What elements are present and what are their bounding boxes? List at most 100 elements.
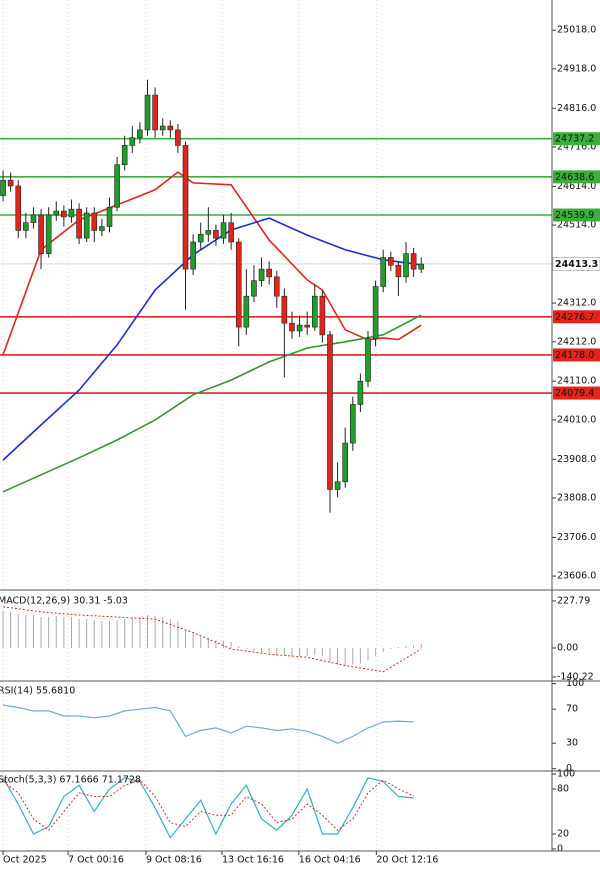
candle-body <box>388 257 394 266</box>
candle-body <box>53 210 60 216</box>
moving-average <box>2 171 422 356</box>
candle-body <box>281 295 288 324</box>
x-tick-label: 20 Oct 12:16 <box>376 855 438 866</box>
candle-body <box>213 230 219 239</box>
y-tick-label: 100 <box>566 678 584 689</box>
candle-body <box>129 137 136 146</box>
x-tick-label: Oct 2025 <box>3 855 47 866</box>
moving-average <box>2 314 422 493</box>
candle-body <box>137 129 143 138</box>
candle-body <box>114 164 120 208</box>
candle-body <box>235 241 242 328</box>
y-tick-label: 23808.0 <box>557 492 596 503</box>
candle-body <box>357 380 364 405</box>
candle-body <box>197 233 204 243</box>
y-tick-label: 23908.0 <box>557 454 596 465</box>
candle-body <box>228 222 234 243</box>
y-tick-label: 24110.0 <box>557 376 596 387</box>
y-tick-label: -140.22 <box>557 671 594 682</box>
candle-body <box>68 208 75 218</box>
level-label-box <box>553 208 600 222</box>
y-tick-label: 0 <box>566 763 572 774</box>
candle-body <box>395 264 402 278</box>
candle-body <box>152 94 158 131</box>
macd-title: MACD(12,26,9) 30.31 -5.03 <box>0 596 128 607</box>
y-tick-label: 0 <box>557 843 563 854</box>
candle-body <box>403 253 409 278</box>
y-tick-label: 80 <box>557 784 569 795</box>
y-tick-label: 70 <box>566 704 578 715</box>
level-label-box <box>553 348 600 362</box>
candle-body <box>121 145 128 166</box>
candle-body <box>251 280 257 297</box>
candle-body <box>273 276 280 297</box>
candle-body <box>76 208 82 239</box>
candle-body <box>167 125 174 131</box>
y-tick-label: 24614.0 <box>557 181 596 192</box>
candle-body <box>289 322 295 332</box>
level-label-box <box>553 132 600 146</box>
candle-body <box>418 263 425 270</box>
level-label-box <box>553 170 600 184</box>
candle-body <box>296 324 303 332</box>
y-tick-label: 24716.0 <box>557 141 596 152</box>
x-tick-label: 9 Oct 08:16 <box>146 855 202 866</box>
candle-body <box>99 226 105 231</box>
candle-body <box>83 212 90 239</box>
candle-body <box>23 222 29 231</box>
candle-body <box>258 268 265 281</box>
y-tick-label: 24514.0 <box>557 220 596 231</box>
stoch-d <box>2 779 414 831</box>
candle-body <box>365 338 371 382</box>
candle-body <box>410 253 417 270</box>
level-label: 24178.0 <box>555 350 594 361</box>
last-price-box <box>552 257 600 271</box>
candle-body <box>175 129 181 146</box>
y-tick-label: 0.00 <box>557 642 578 653</box>
candle-body <box>243 295 250 328</box>
y-tick-label: 24312.0 <box>557 298 596 309</box>
y-tick-label: 24212.0 <box>557 336 596 347</box>
candle-body <box>205 230 212 235</box>
candle-body <box>220 222 227 239</box>
candle-body <box>342 442 348 483</box>
stoch-k <box>2 777 414 839</box>
candle-body <box>106 206 113 227</box>
candle-body <box>311 295 318 328</box>
level-label: 24539.9 <box>555 210 594 221</box>
level-label: 24276.7 <box>555 312 594 323</box>
candle-body <box>61 210 67 218</box>
candle-body <box>334 481 341 490</box>
level-label: 24079.4 <box>555 388 594 399</box>
y-tick-label: 30 <box>566 738 578 749</box>
y-tick-label: 25018.0 <box>557 25 596 36</box>
level-label-box <box>553 386 600 400</box>
plot-area <box>0 79 425 839</box>
candle-body <box>0 179 6 196</box>
y-tick-label: 23606.0 <box>557 571 596 582</box>
rsi-title: RSI(14) 55.6810 <box>0 686 75 697</box>
level-label-box <box>553 310 600 324</box>
level-label: 24737.2 <box>555 134 594 145</box>
y-tick-label: 23706.0 <box>557 532 596 543</box>
y-tick-label: 20 <box>557 828 569 839</box>
x-tick-label: 16 Oct 04:16 <box>299 855 361 866</box>
candle-body <box>304 324 310 328</box>
x-tick-label: 7 Oct 00:16 <box>68 855 124 866</box>
x-tick-label: 13 Oct 16:16 <box>222 855 284 866</box>
candle-body <box>182 145 189 270</box>
moving-average <box>2 217 422 461</box>
candle-body <box>266 268 272 278</box>
candle-body <box>380 257 387 287</box>
y-tick-label: 24918.0 <box>557 63 596 74</box>
candle-body <box>327 334 333 490</box>
candle-body <box>144 94 151 131</box>
level-label: 24638.6 <box>555 172 594 183</box>
candle-body <box>159 125 166 131</box>
candle-body <box>190 241 196 270</box>
candle-body <box>45 214 52 254</box>
macd-signal <box>2 606 422 673</box>
stoch-title: Stoch(5,3,3) 67.1666 71.1728 <box>0 775 141 786</box>
candle-body <box>7 179 14 187</box>
last-price-label: 24413.3 <box>555 259 598 270</box>
